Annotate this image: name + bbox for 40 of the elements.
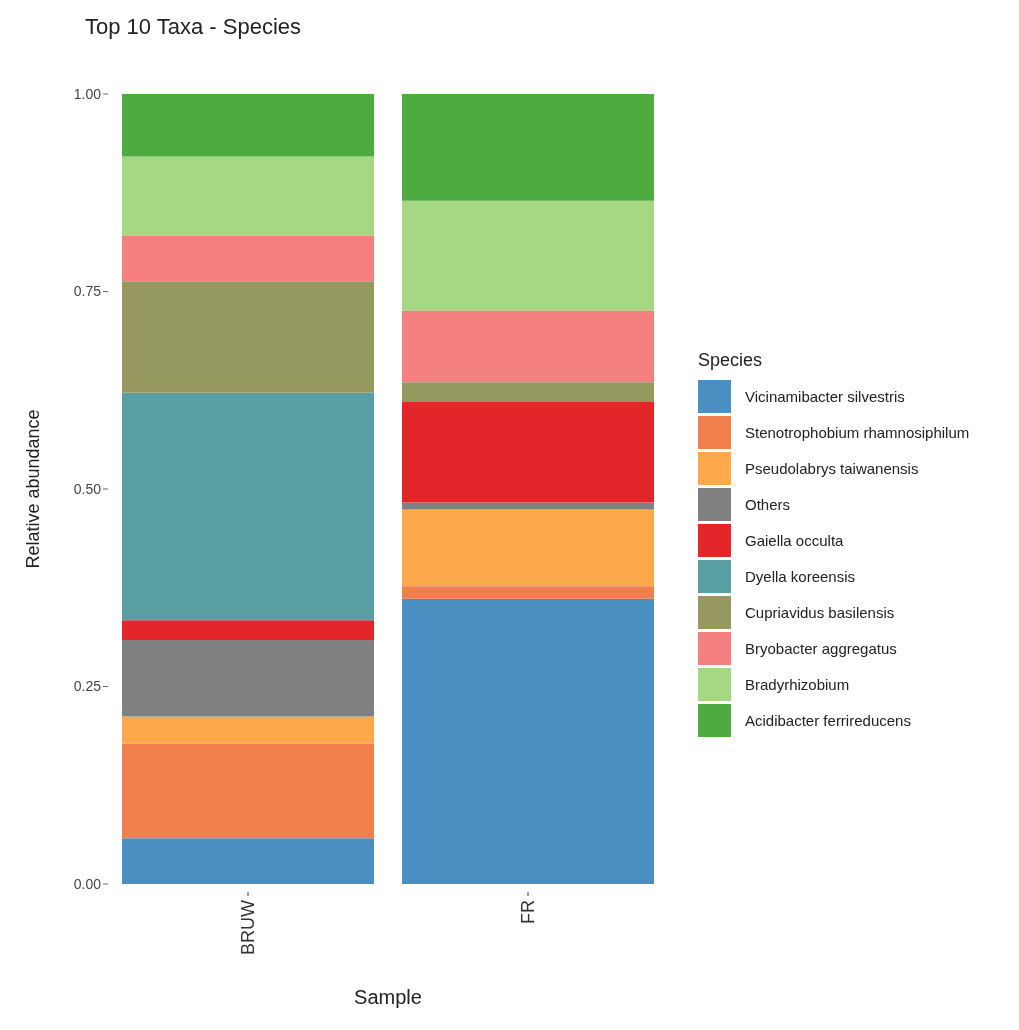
bar [402, 310, 654, 383]
bar [402, 200, 654, 311]
bar [402, 402, 654, 503]
bar [122, 94, 374, 157]
y-tick-label: 0.00 [73, 875, 102, 892]
y-tick-label: 0.25 [73, 678, 102, 695]
y-tick-label: 0.75 [73, 283, 102, 300]
bar [122, 743, 374, 839]
bar [402, 586, 654, 599]
legend-label: Bradyrhizobium [745, 676, 850, 693]
bar [122, 716, 374, 744]
y-axis-title: Relative abundance [23, 409, 44, 569]
bar [402, 598, 654, 884]
legend-title: Species [698, 349, 764, 371]
legend-label: Dyella koreensis [745, 568, 856, 585]
x-tick-label: BRUW [238, 900, 258, 955]
bar [122, 156, 374, 236]
bar [402, 509, 654, 587]
y-tick-label: 1.00 [73, 85, 102, 102]
y-tick-label: 0.50 [73, 480, 102, 497]
legend-label: Stenotrophobium rhamnosiphilum [745, 424, 970, 441]
bar [122, 620, 374, 640]
bar [122, 281, 374, 393]
bar [122, 838, 374, 884]
bar [122, 392, 374, 621]
x-axis-title: Sample [354, 986, 422, 1008]
bar [122, 639, 374, 717]
legend-label: Gaiella occulta [745, 532, 844, 549]
bar [402, 502, 654, 510]
bar [122, 235, 374, 282]
x-tick-label: FR [518, 900, 538, 924]
legend-label: Acidibacter ferrireducens [745, 712, 911, 729]
legend-label: Others [745, 496, 791, 513]
legend-label: Pseudolabrys taiwanensis [745, 460, 919, 477]
chart-title: Top 10 Taxa - Species [84, 13, 303, 41]
bar [402, 94, 654, 201]
bar [402, 382, 654, 403]
legend-label: Cupriavidus basilensis [745, 604, 895, 621]
legend-label: Vicinamibacter silvestris [745, 388, 905, 405]
legend-label: Bryobacter aggregatus [745, 640, 897, 657]
